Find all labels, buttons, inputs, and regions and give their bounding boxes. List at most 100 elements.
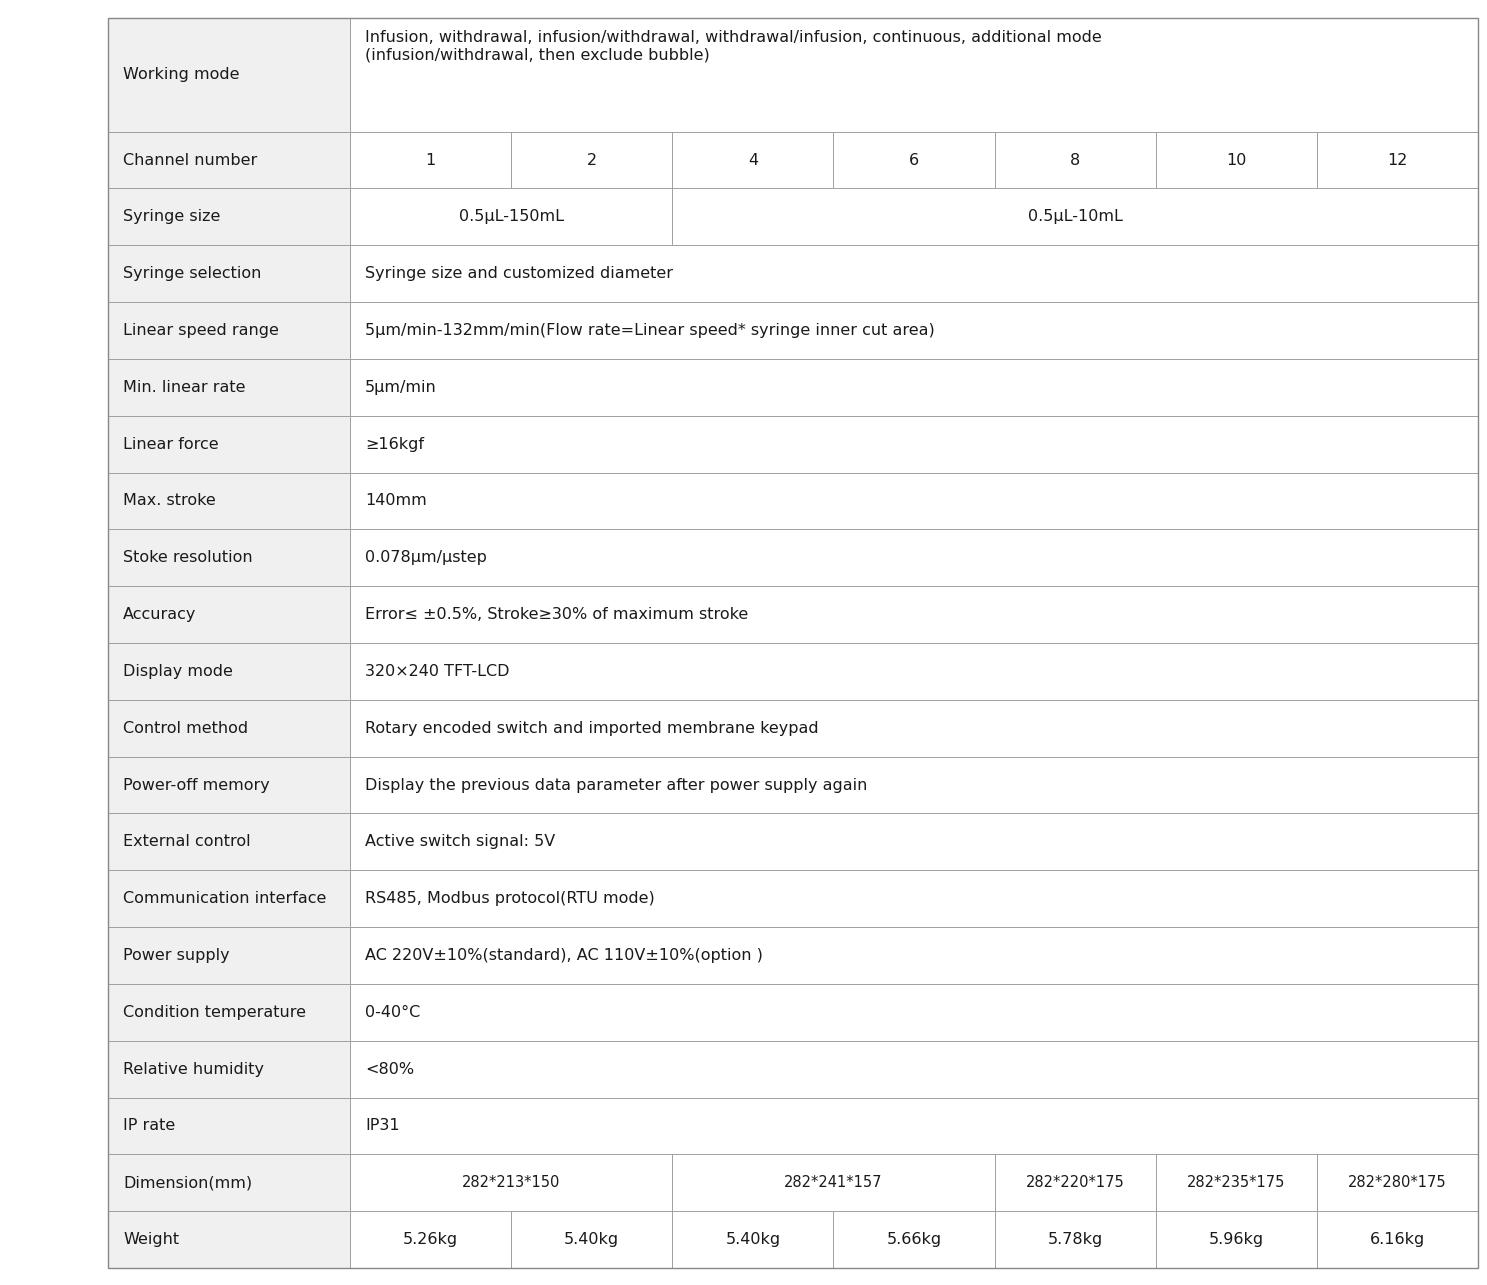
Text: Weight: Weight <box>123 1232 178 1246</box>
Bar <box>349 700 1478 757</box>
Text: 4: 4 <box>748 153 758 167</box>
Text: Display mode: Display mode <box>123 664 233 678</box>
Bar <box>109 1154 349 1212</box>
Text: Power supply: Power supply <box>123 948 229 962</box>
Text: Min. linear rate: Min. linear rate <box>123 380 245 394</box>
Bar <box>672 1154 995 1212</box>
Text: Linear speed range: Linear speed range <box>123 323 280 338</box>
Text: 5.78kg: 5.78kg <box>1047 1232 1103 1246</box>
Bar <box>349 1154 672 1212</box>
Bar <box>109 1212 349 1268</box>
Bar <box>1317 131 1478 189</box>
Text: 0.078μm/μstep: 0.078μm/μstep <box>364 550 486 565</box>
Bar <box>349 416 1478 473</box>
Text: ≥16kgf: ≥16kgf <box>364 437 424 451</box>
Text: Max. stroke: Max. stroke <box>123 493 216 509</box>
Bar <box>349 1212 512 1268</box>
Bar <box>995 1212 1155 1268</box>
Bar <box>109 984 349 1041</box>
Text: 10: 10 <box>1227 153 1246 167</box>
Bar <box>109 416 349 473</box>
Text: 6: 6 <box>909 153 919 167</box>
Text: 5.40kg: 5.40kg <box>564 1232 619 1246</box>
Bar <box>349 529 1478 586</box>
Bar <box>349 359 1478 416</box>
Bar <box>1155 1154 1317 1212</box>
Bar <box>349 302 1478 359</box>
Bar <box>109 870 349 926</box>
Text: 0-40°C: 0-40°C <box>364 1005 421 1020</box>
Bar <box>109 302 349 359</box>
Text: 282*235*175: 282*235*175 <box>1187 1176 1285 1190</box>
Bar <box>349 1041 1478 1097</box>
Bar <box>109 131 349 189</box>
Bar <box>109 18 349 131</box>
Text: Error≤ ±0.5%, Stroke≥30% of maximum stroke: Error≤ ±0.5%, Stroke≥30% of maximum stro… <box>364 607 748 622</box>
Text: IP31: IP31 <box>364 1118 400 1133</box>
Bar <box>672 131 833 189</box>
Bar <box>672 189 1478 245</box>
Text: Condition temperature: Condition temperature <box>123 1005 306 1020</box>
Text: Rotary encoded switch and imported membrane keypad: Rotary encoded switch and imported membr… <box>364 721 819 736</box>
Text: Dimension(mm): Dimension(mm) <box>123 1176 253 1190</box>
Text: 12: 12 <box>1387 153 1408 167</box>
Text: Control method: Control method <box>123 721 248 736</box>
Bar <box>109 757 349 813</box>
Bar <box>109 529 349 586</box>
Text: 5.40kg: 5.40kg <box>726 1232 781 1246</box>
Bar <box>349 189 672 245</box>
Text: External control: External control <box>123 834 251 849</box>
Bar <box>349 131 512 189</box>
Text: 5.26kg: 5.26kg <box>403 1232 458 1246</box>
Bar <box>995 131 1155 189</box>
Text: Power-off memory: Power-off memory <box>123 777 269 793</box>
Text: Relative humidity: Relative humidity <box>123 1061 265 1077</box>
Bar <box>109 359 349 416</box>
Text: Syringe size and customized diameter: Syringe size and customized diameter <box>364 266 674 281</box>
Text: Working mode: Working mode <box>123 67 239 82</box>
Bar <box>349 642 1478 700</box>
Bar <box>109 700 349 757</box>
Text: 282*213*150: 282*213*150 <box>462 1176 561 1190</box>
Bar <box>349 757 1478 813</box>
Text: 282*241*157: 282*241*157 <box>784 1176 883 1190</box>
Text: Stoke resolution: Stoke resolution <box>123 550 253 565</box>
Bar <box>512 131 672 189</box>
Text: 2: 2 <box>587 153 596 167</box>
Text: 320×240 TFT-LCD: 320×240 TFT-LCD <box>364 664 510 678</box>
Text: Channel number: Channel number <box>123 153 257 167</box>
Bar <box>1155 1212 1317 1268</box>
Text: 0.5μL-10mL: 0.5μL-10mL <box>1028 209 1123 225</box>
Bar <box>1155 131 1317 189</box>
Bar <box>1317 1212 1478 1268</box>
Text: 5.96kg: 5.96kg <box>1209 1232 1264 1246</box>
Text: 282*220*175: 282*220*175 <box>1026 1176 1124 1190</box>
Bar <box>349 245 1478 302</box>
Bar <box>349 926 1478 984</box>
Bar <box>109 813 349 870</box>
Text: 0.5μL-150mL: 0.5μL-150mL <box>458 209 564 225</box>
Bar <box>349 1097 1478 1154</box>
Text: Linear force: Linear force <box>123 437 219 451</box>
Bar <box>109 245 349 302</box>
Bar <box>833 1212 995 1268</box>
Bar <box>109 586 349 642</box>
Bar <box>349 18 1478 131</box>
Text: 5μm/min: 5μm/min <box>364 380 437 394</box>
Text: 5μm/min-132mm/min(Flow rate=Linear speed* syringe inner cut area): 5μm/min-132mm/min(Flow rate=Linear speed… <box>364 323 935 338</box>
Text: Active switch signal: 5V: Active switch signal: 5V <box>364 834 555 849</box>
Bar <box>349 813 1478 870</box>
Text: Syringe size: Syringe size <box>123 209 220 225</box>
Text: <80%: <80% <box>364 1061 413 1077</box>
Text: AC 220V±10%(standard), AC 110V±10%(option ): AC 220V±10%(standard), AC 110V±10%(optio… <box>364 948 763 962</box>
Text: Infusion, withdrawal, infusion/withdrawal, withdrawal/infusion, continuous, addi: Infusion, withdrawal, infusion/withdrawa… <box>364 30 1102 63</box>
Text: Accuracy: Accuracy <box>123 607 196 622</box>
Text: 5.66kg: 5.66kg <box>886 1232 941 1246</box>
Text: 6.16kg: 6.16kg <box>1370 1232 1425 1246</box>
Bar <box>109 473 349 529</box>
Bar <box>349 473 1478 529</box>
Bar <box>109 642 349 700</box>
Bar <box>349 586 1478 642</box>
Bar <box>109 1041 349 1097</box>
Bar <box>349 984 1478 1041</box>
